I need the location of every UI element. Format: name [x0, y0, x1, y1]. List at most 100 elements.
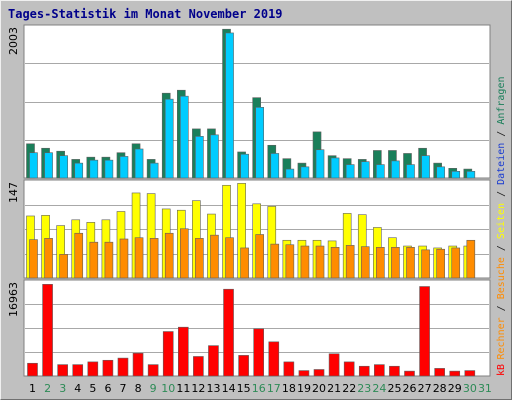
x-tick-label: 24	[372, 382, 386, 395]
bar-besuche	[89, 241, 99, 279]
x-tick-label: 23	[357, 382, 371, 395]
x-tick-label: 9	[150, 382, 157, 395]
x-tick-label: 28	[433, 382, 447, 395]
bar-besuche	[240, 247, 249, 279]
x-tick-label: 2	[44, 382, 51, 395]
bar-besuche	[360, 246, 370, 279]
bar-besuche	[134, 237, 144, 279]
bar-dateien	[436, 166, 445, 179]
bar-besuche	[391, 247, 400, 279]
bar-kb	[283, 361, 295, 377]
bar-besuche	[104, 241, 114, 279]
x-tick-label: 19	[297, 382, 311, 395]
bar-besuche	[300, 245, 310, 279]
bar-dateien	[74, 162, 84, 179]
x-tick-label: 18	[282, 382, 296, 395]
bar-kb	[57, 364, 68, 377]
bar-kb	[87, 361, 99, 377]
bar-kb	[389, 365, 400, 377]
bar-dateien	[195, 136, 204, 179]
x-tick-label: 22	[342, 382, 356, 395]
x-tick-label: 5	[89, 382, 96, 395]
bar-besuche	[270, 243, 280, 279]
bar-kb	[147, 364, 159, 377]
legend-kb: kB	[496, 364, 507, 376]
x-tick-label: 7	[120, 382, 127, 395]
bar-dateien	[285, 168, 295, 179]
bar-besuche	[195, 238, 204, 279]
bar-besuche	[421, 249, 430, 279]
bar-besuche	[210, 234, 219, 279]
x-tick-label: 17	[267, 382, 281, 395]
bar-dateien	[255, 107, 264, 179]
bar-besuche	[345, 245, 355, 279]
x-tick-label: 26	[403, 382, 417, 395]
bar-dateien	[225, 32, 234, 179]
x-tick-label: 11	[176, 382, 190, 395]
bar-kb	[42, 284, 53, 377]
bar-kb	[72, 364, 84, 377]
bar-dateien	[466, 171, 476, 179]
bar-besuche	[255, 234, 264, 279]
bar-besuche	[466, 239, 476, 279]
bar-besuche	[29, 239, 38, 279]
bar-dateien	[330, 157, 340, 179]
bar-kb	[419, 286, 430, 377]
bar-dateien	[300, 166, 310, 179]
bar-besuche	[330, 247, 340, 279]
bar-dateien	[104, 159, 114, 179]
bar-besuche	[225, 237, 234, 279]
bar-dateien	[421, 155, 430, 179]
x-tick-label: 21	[327, 382, 341, 395]
bar-besuche	[119, 238, 129, 279]
bar-besuche	[149, 238, 159, 279]
bar-besuche	[59, 254, 68, 279]
bar-kb	[358, 365, 370, 377]
bar-besuche	[180, 228, 189, 279]
x-tick-label: 8	[135, 382, 142, 395]
bar-kb	[464, 370, 476, 377]
bar-besuche	[376, 247, 385, 279]
bar-kb	[117, 357, 129, 377]
bar-besuche	[451, 247, 461, 279]
bar-kb	[208, 345, 219, 377]
bar-dateien	[391, 160, 400, 179]
bar-besuche	[315, 245, 325, 279]
bar-kb	[298, 370, 310, 377]
bar-dateien	[451, 171, 461, 179]
bar-dateien	[44, 152, 53, 179]
x-tick-label: 27	[418, 382, 432, 395]
bar-kb	[178, 326, 189, 377]
bar-kb	[102, 359, 114, 377]
x-tick-label: 20	[312, 382, 326, 395]
bar-besuche	[74, 232, 84, 279]
bar-dateien	[119, 156, 129, 179]
legend-series: Rechner / Besuche / Seiten / Dateien / A…	[496, 76, 507, 359]
bar-kb	[253, 328, 264, 377]
bar-dateien	[59, 155, 68, 179]
bar-dateien	[315, 149, 325, 179]
bar-dateien	[406, 164, 415, 179]
x-tick-label: 3	[59, 382, 66, 395]
x-tick-label: 15	[237, 382, 251, 395]
bar-kb	[374, 364, 385, 377]
bar-kb	[343, 361, 355, 377]
bar-kb	[132, 352, 144, 377]
bar-besuche	[406, 247, 415, 279]
bar-kb	[328, 353, 340, 377]
bar-kb	[238, 355, 249, 377]
bar-kb	[434, 368, 445, 377]
bar-besuche	[285, 244, 295, 279]
bar-dateien	[210, 134, 219, 179]
bar-kb	[193, 356, 204, 377]
bar-dateien	[376, 164, 385, 179]
bar-kb	[27, 362, 38, 377]
x-tick-label: 10	[161, 382, 175, 395]
bar-kb	[449, 370, 461, 377]
bar-besuche	[436, 248, 445, 279]
x-tick-label: 6	[104, 382, 111, 395]
bar-dateien	[360, 161, 370, 179]
x-tick-label: 1	[29, 382, 36, 395]
bar-dateien	[270, 153, 280, 179]
